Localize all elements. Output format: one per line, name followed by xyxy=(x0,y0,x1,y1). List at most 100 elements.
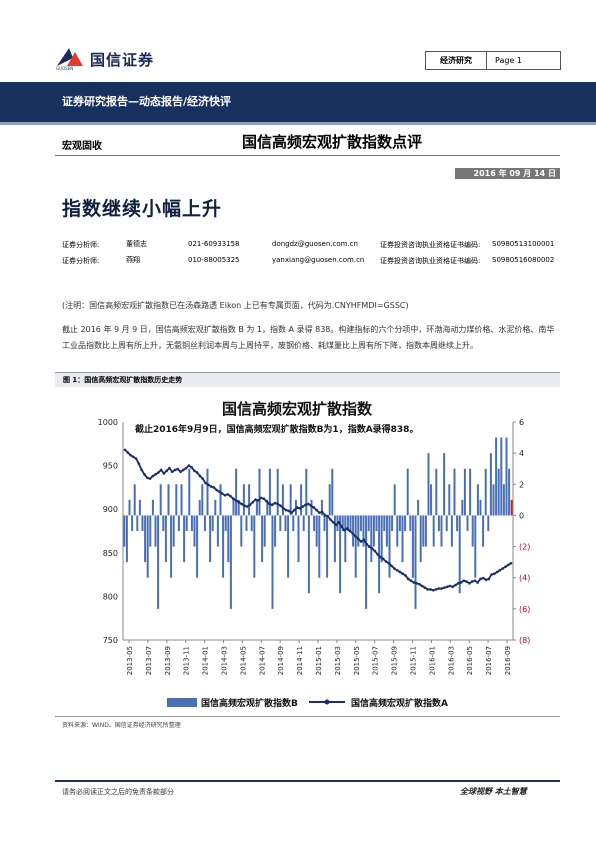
legend-label-b: 国信高频宏观扩散指数B xyxy=(201,697,298,709)
line-point xyxy=(498,568,502,572)
bar xyxy=(188,468,191,516)
bar xyxy=(391,515,394,531)
banner-text: 证券研究报告—动态报告/经济快评 xyxy=(62,95,232,108)
bar xyxy=(435,468,438,516)
x-tick-label: 2014-03 xyxy=(221,646,229,675)
line-point xyxy=(298,507,302,510)
line-point xyxy=(165,469,168,473)
bar xyxy=(154,515,157,547)
line-point xyxy=(259,496,263,500)
line-point xyxy=(470,580,474,583)
x-tick-label: 2016-07 xyxy=(485,646,493,675)
right-tick-label: (8) xyxy=(519,636,530,645)
line-point xyxy=(415,582,418,585)
x-tick-label: 2016-01 xyxy=(428,646,436,675)
bar xyxy=(151,499,154,516)
bar xyxy=(250,515,253,531)
bar xyxy=(274,515,277,547)
bar xyxy=(487,515,490,531)
x-tick-label: 2014-01 xyxy=(202,646,210,675)
bar xyxy=(383,515,386,531)
bar xyxy=(310,499,313,516)
line-point xyxy=(304,503,307,507)
bar xyxy=(461,499,464,516)
analyst-email: dongdz@guosen.com.cn xyxy=(272,240,358,248)
report-date: 2016 年 09 月 14 日 xyxy=(455,168,560,179)
bar xyxy=(430,484,433,516)
bar xyxy=(406,468,409,516)
line-point xyxy=(345,527,349,530)
analyst-phone: 021-60933158 xyxy=(188,240,240,248)
line-point xyxy=(329,518,332,521)
bar xyxy=(453,468,456,516)
bar xyxy=(240,515,243,547)
chart-title: 国信高频宏观扩散指数 xyxy=(222,400,373,418)
bar xyxy=(510,499,513,516)
line-point xyxy=(379,555,382,559)
bar xyxy=(253,515,256,578)
bar xyxy=(224,515,227,531)
bar xyxy=(268,468,271,516)
bar xyxy=(401,515,404,563)
category-label: 经济研究 xyxy=(426,52,487,69)
line-point xyxy=(509,561,513,565)
line-point xyxy=(306,502,310,506)
bar xyxy=(440,515,443,547)
bar xyxy=(203,515,206,531)
line-point xyxy=(343,528,346,532)
line-point xyxy=(234,499,238,502)
bar xyxy=(414,515,417,609)
line-point xyxy=(337,520,341,524)
right-tick-label: 2 xyxy=(519,480,524,489)
bar xyxy=(466,515,469,531)
line-point xyxy=(437,587,441,590)
line-point xyxy=(462,579,466,583)
line-point xyxy=(198,474,202,478)
right-tick-label: 4 xyxy=(519,449,524,458)
line-point xyxy=(448,584,452,588)
bar xyxy=(352,515,355,547)
bar xyxy=(131,515,134,531)
line-point xyxy=(420,584,424,588)
bar xyxy=(281,484,284,516)
line-point xyxy=(223,493,227,497)
page-title: 国信高频宏观扩散指数点评 xyxy=(242,133,423,151)
bar xyxy=(162,515,165,531)
bar xyxy=(284,515,287,531)
bar xyxy=(492,484,495,516)
line-point xyxy=(290,511,293,514)
line-point xyxy=(168,466,171,470)
bar xyxy=(474,515,477,578)
bar xyxy=(328,484,331,516)
line-point xyxy=(232,497,235,501)
line-point xyxy=(226,493,230,496)
x-tick-label: 2013-11 xyxy=(183,646,191,675)
line-point xyxy=(209,485,213,488)
left-tick-label: 950 xyxy=(103,462,118,471)
diffusion-index-chart: 国信高频宏观扩散指数 750 800 850 900 950 1000 (8) (6) (4) (… xyxy=(98,400,531,709)
bar xyxy=(469,468,472,516)
bar xyxy=(385,515,388,547)
line-point xyxy=(184,466,188,470)
line-point xyxy=(137,462,141,466)
bar xyxy=(497,468,500,516)
bar xyxy=(289,484,292,516)
line-point xyxy=(243,504,246,508)
bar xyxy=(323,515,326,531)
line-point xyxy=(504,565,507,569)
bar xyxy=(424,515,427,547)
headline: 指数继续小幅上升 xyxy=(62,198,223,220)
bar xyxy=(320,499,323,516)
line-point xyxy=(459,581,463,584)
bar xyxy=(211,515,214,531)
line-point xyxy=(201,477,205,480)
line-point xyxy=(373,549,377,553)
line-point xyxy=(315,508,318,512)
right-tick-label: (6) xyxy=(519,605,530,614)
bar xyxy=(393,484,396,516)
bar xyxy=(133,484,136,516)
line-point xyxy=(145,476,149,480)
line-point xyxy=(434,588,438,591)
line-point xyxy=(229,494,232,498)
line-point xyxy=(401,572,404,576)
